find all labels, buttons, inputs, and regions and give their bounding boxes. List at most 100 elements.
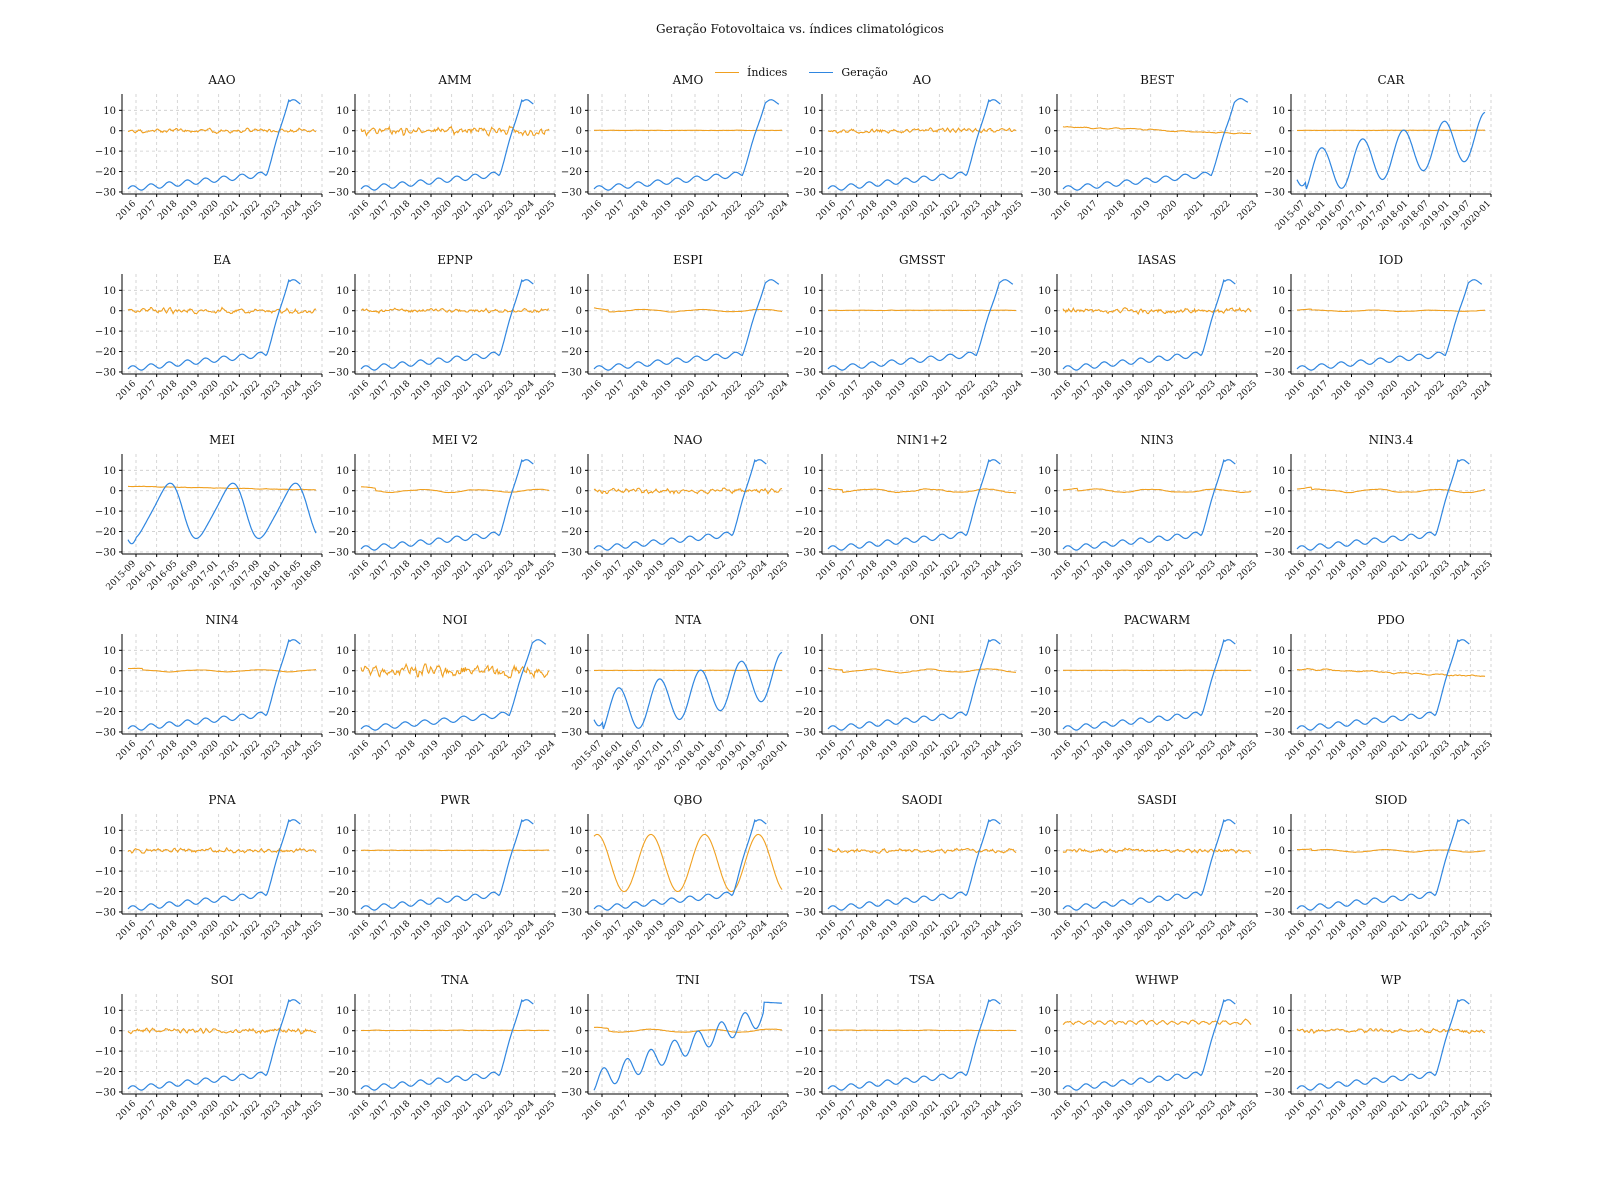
series-line-geracao [1062,97,1249,191]
x-tick-label: 2024 [1215,1099,1238,1122]
x-tick-label: 2016 [115,1099,138,1122]
y-tick-label: 0 [110,666,116,677]
x-tick-label: 2025 [1470,919,1493,942]
panel-pwr: 10 0 −10 −20 −302016201720182019202020212022… [328,793,557,942]
x-tick-label: 2018 [627,199,650,222]
x-tick-label: 2020 [441,739,464,762]
x-tick-label: 2017 [1305,919,1328,942]
y-tick-label: −10 [328,867,349,878]
y-tick-label: 0 [110,306,116,317]
x-tick-label: 2022 [1209,199,1232,222]
x-tick-label: 2025 [1470,1099,1493,1122]
x-tick-label: 2021 [1153,919,1176,942]
y-tick-label: −30 [1030,1087,1051,1098]
y-tick-label: −30 [561,187,582,198]
x-tick-label: 2019 [877,919,900,942]
x-tick-label: 2018 [861,379,884,402]
y-tick-label: −30 [1030,907,1051,918]
panel-title: PDO [1377,613,1405,627]
x-tick-label: 2019 [651,199,674,222]
x-tick-label: 2016 [581,919,604,942]
x-tick-label: 2025 [1001,1099,1024,1122]
x-tick-label: 2020 [1367,1099,1390,1122]
x-tick-label: 2025 [1001,739,1024,762]
x-tick-label: 2016 [348,379,371,402]
series-line-indices [827,487,1017,494]
x-tick-label: 2022 [720,379,743,402]
series-line-indices [1296,308,1486,313]
y-tick-label: −10 [795,327,816,338]
y-tick-label: −20 [95,707,116,718]
x-tick-label: 2016 [1284,1099,1307,1122]
y-tick-label: −30 [328,727,349,738]
x-tick-label: 2022 [487,739,510,762]
series-line-geracao [360,639,547,731]
x-tick-label: 2020 [664,559,687,582]
series-line-geracao [593,651,783,730]
series-line-indices [1062,1018,1252,1026]
legend-label-geracao: Geração [841,66,888,79]
x-tick-label: 2023 [1195,739,1218,762]
x-tick-label: 2022 [239,199,262,222]
y-tick-label: 0 [810,126,816,137]
y-tick-label: 10 [569,1006,582,1017]
x-tick-label: 2018 [1091,559,1114,582]
panel-title: NOI [442,613,467,627]
y-tick-label: −10 [1264,687,1285,698]
series-line-geracao [1062,279,1236,371]
series-line-geracao [360,99,534,191]
y-tick-label: −30 [328,1087,349,1098]
y-tick-label: 10 [336,826,349,837]
y-tick-label: 10 [103,646,116,657]
y-tick-label: −30 [1030,187,1051,198]
x-tick-label: 2018 [856,919,879,942]
y-tick-label: −10 [95,507,116,518]
series-line-indices [827,1029,1017,1032]
panel-sasdi: 10 0 −10 −20 −302016201720182019202020212022… [1030,793,1259,942]
y-tick-label: −10 [1264,1047,1285,1058]
y-tick-label: −10 [795,867,816,878]
y-tick-label: 10 [336,646,349,657]
y-tick-label: −30 [795,187,816,198]
x-tick-label: 2023 [960,559,983,582]
x-tick-label: 2020 [1156,199,1179,222]
x-tick-label: 2021 [218,1099,241,1122]
series-line-indices [1297,848,1486,853]
y-tick-label: 0 [343,306,349,317]
y-tick-label: 10 [336,286,349,297]
y-tick-label: −30 [1264,727,1285,738]
panel-title: SOI [211,973,234,987]
y-tick-label: −10 [561,687,582,698]
x-tick-label: 2019 [661,1099,684,1122]
x-tick-label: 2021 [1153,559,1176,582]
series-line-indices [594,129,783,132]
y-tick-label: −10 [328,327,349,338]
x-tick-label: 2024 [767,199,790,222]
x-tick-label: 2022 [705,919,728,942]
x-tick-label: 2017 [604,199,627,222]
x-tick-label: 2019 [1112,739,1135,762]
x-tick-label: 2016 [1284,379,1307,402]
x-tick-label: 2020 [431,919,454,942]
x-tick-label: 2024 [980,1099,1003,1122]
x-tick-label: 2017 [602,559,625,582]
x-tick-label: 2016 [1284,739,1307,762]
y-tick-label: 10 [1272,826,1285,837]
x-tick-label: 2021 [218,199,241,222]
x-tick-label: 2023 [1429,739,1452,762]
x-tick-label: 2025 [301,199,324,222]
x-tick-label: 2023 [1429,559,1452,582]
x-tick-label: 2022 [740,1099,763,1122]
y-tick-label: 0 [810,666,816,677]
x-tick-label: 2020 [1133,1099,1156,1122]
panel-nta: 100−10−20−302015-072016-012016-072017-01… [561,613,790,773]
x-tick-label: 2020 [198,199,221,222]
x-tick-label: 2020 [198,379,221,402]
panel-nin1-2: 10 0 −10 −20 −302016201720182019202020212022… [795,433,1024,582]
y-tick-label: −30 [561,907,582,918]
x-tick-label: 2020 [431,559,454,582]
panel-title: WHWP [1135,973,1178,987]
panel-whwp: 10 0 −10 −20 −302016201720182019202020212022… [1030,973,1259,1122]
